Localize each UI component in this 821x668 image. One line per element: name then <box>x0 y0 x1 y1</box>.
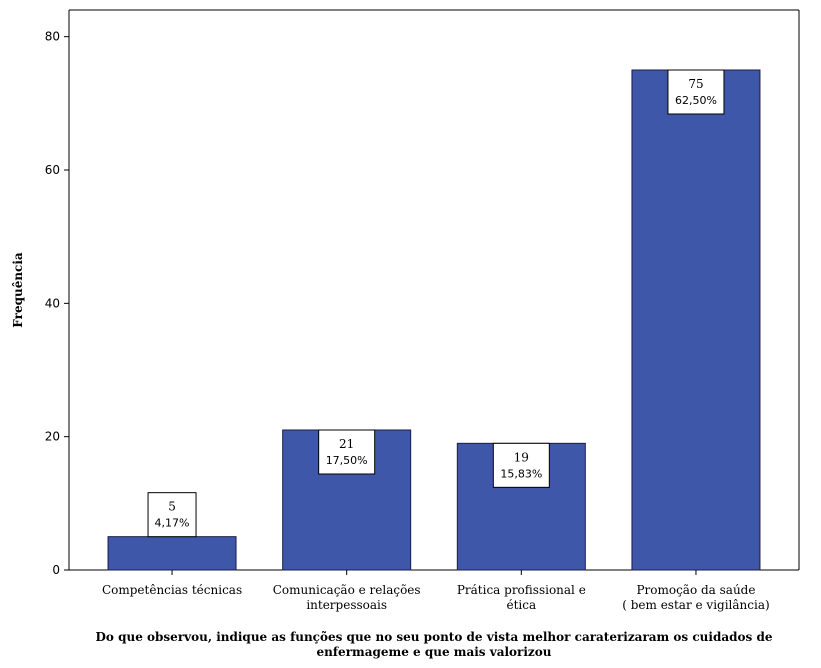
data-label-percent: 62,50% <box>675 94 717 107</box>
x-tick-label: Comunicação e relações <box>273 583 421 597</box>
x-ticks: Competências técnicas Comunicação e relaç… <box>102 570 770 612</box>
x-tick-label: Competências técnicas <box>102 583 242 597</box>
data-label-count: 19 <box>514 450 529 464</box>
data-label-percent: 17,50% <box>326 454 368 467</box>
x-axis-title-line-2: enfermageme e que mais valorizou <box>317 645 552 659</box>
data-labels: 5 4,17% 21 17,50% 19 15,83% 75 62,50% <box>147 69 725 538</box>
data-label-box <box>492 442 550 488</box>
x-tick-label: interpessoais <box>306 598 387 612</box>
x-tick-label: ética <box>507 598 537 612</box>
data-label-box <box>318 429 376 475</box>
y-tick-label: 0 <box>52 563 60 577</box>
data-label-percent: 15,83% <box>500 467 542 480</box>
x-tick-label: Prática profissional e <box>457 583 586 597</box>
x-tick-label: Promoção da saúde <box>636 583 755 597</box>
bar <box>631 69 761 571</box>
data-label-percent: 4,17% <box>155 517 190 530</box>
bar <box>107 536 237 571</box>
data-label-count: 75 <box>688 77 703 91</box>
bars <box>107 69 761 571</box>
data-label-count: 5 <box>168 500 176 514</box>
y-tick-label: 80 <box>45 30 60 44</box>
x-axis-title-line-1: Do que observou, indique as funções que … <box>96 630 773 644</box>
data-label-box <box>667 69 725 115</box>
y-tick-label: 20 <box>45 430 60 444</box>
data-label-box <box>147 492 197 538</box>
y-ticks: 0 20 40 60 80 <box>45 30 69 577</box>
y-tick-label: 60 <box>45 163 60 177</box>
y-axis-title: Frequência <box>11 252 25 328</box>
x-tick-label: ( bem estar e vigilância) <box>622 598 769 612</box>
y-tick-label: 40 <box>45 296 60 310</box>
data-label-count: 21 <box>339 437 354 451</box>
